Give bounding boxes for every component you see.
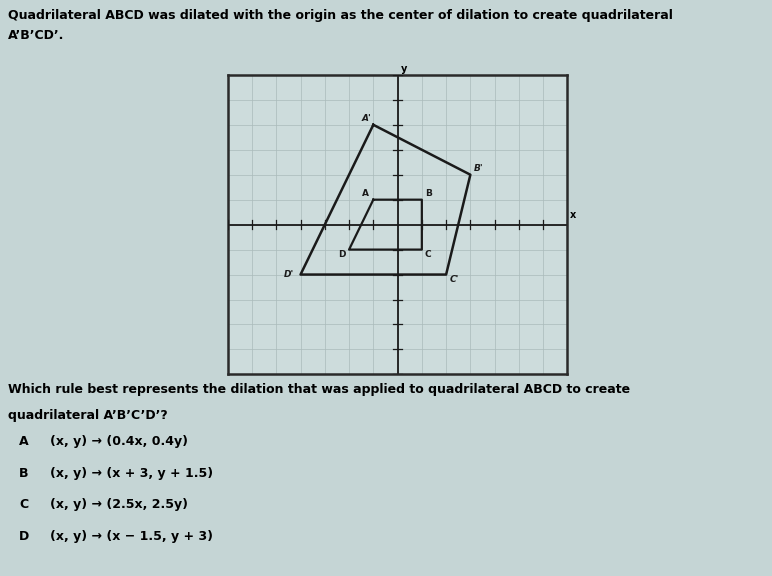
Text: D: D	[338, 249, 346, 259]
Text: y: y	[401, 65, 408, 74]
Text: C: C	[425, 249, 432, 259]
Text: quadrilateral A’B’C’D’?: quadrilateral A’B’C’D’?	[8, 409, 168, 422]
Text: C: C	[19, 498, 29, 511]
Text: x: x	[570, 210, 576, 221]
Text: D': D'	[283, 270, 294, 279]
Text: Which rule best represents the dilation that was applied to quadrilateral ABCD t: Which rule best represents the dilation …	[8, 383, 630, 396]
Text: B: B	[425, 189, 432, 198]
Text: (x, y) → (x − 1.5, y + 3): (x, y) → (x − 1.5, y + 3)	[50, 530, 213, 543]
Text: A’B’CD’.: A’B’CD’.	[8, 29, 64, 42]
Text: B': B'	[474, 164, 483, 173]
Text: (x, y) → (x + 3, y + 1.5): (x, y) → (x + 3, y + 1.5)	[50, 467, 213, 480]
Text: (x, y) → (0.4x, 0.4y): (x, y) → (0.4x, 0.4y)	[50, 435, 188, 448]
Text: (x, y) → (2.5x, 2.5y): (x, y) → (2.5x, 2.5y)	[50, 498, 188, 511]
Text: A: A	[362, 189, 369, 198]
Text: D: D	[19, 530, 29, 543]
Text: A': A'	[361, 114, 371, 123]
Text: Quadrilateral ABCD was dilated with the origin as the center of dilation to crea: Quadrilateral ABCD was dilated with the …	[8, 9, 672, 22]
Text: C': C'	[450, 275, 459, 284]
Text: B: B	[19, 467, 29, 480]
Text: A: A	[19, 435, 29, 448]
